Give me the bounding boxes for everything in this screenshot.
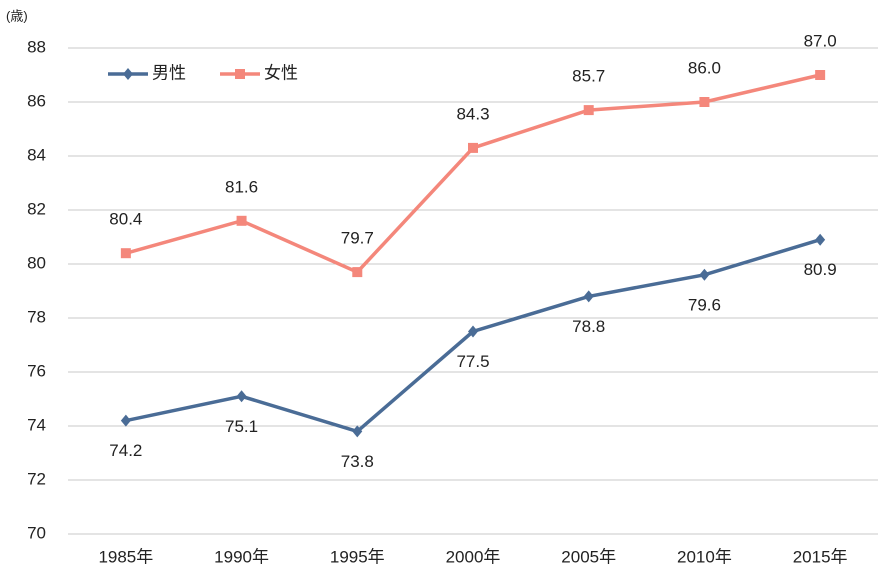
marker (815, 70, 826, 80)
legend-label: 男性 (152, 63, 186, 82)
marker (583, 105, 594, 116)
x-tick-label: 2015年 (793, 547, 848, 566)
x-tick-label: 1995年 (330, 547, 385, 566)
y-tick-label: 76 (27, 361, 46, 380)
y-tick-label: 72 (27, 469, 46, 488)
y-tick-label: 88 (27, 37, 46, 56)
data-label: 74.2 (109, 441, 142, 460)
marker (352, 425, 363, 438)
marker (236, 390, 247, 403)
marker (815, 233, 826, 246)
data-label: 75.1 (225, 417, 258, 436)
marker (699, 97, 710, 107)
data-label: 84.3 (456, 104, 489, 123)
x-tick-label: 1985年 (98, 547, 153, 566)
data-label: 78.8 (572, 317, 605, 336)
x-tick-label: 2000年 (446, 547, 501, 566)
y-tick-label: 82 (27, 199, 46, 218)
marker (123, 68, 133, 80)
marker (352, 267, 363, 278)
y-tick-label: 74 (27, 415, 46, 434)
y-tick-label: 86 (27, 91, 46, 110)
marker (468, 142, 478, 153)
marker (468, 325, 478, 338)
data-label: 77.5 (456, 352, 489, 371)
data-label: 85.7 (572, 67, 605, 86)
marker (120, 414, 131, 427)
marker (583, 290, 594, 303)
y-tick-label: 78 (27, 307, 46, 326)
marker (699, 268, 710, 281)
y-tick-label: 84 (27, 145, 46, 164)
legend-label: 女性 (264, 63, 298, 82)
x-tick-label: 2005年 (561, 547, 616, 566)
data-label: 87.0 (804, 31, 837, 50)
y-axis-label: (歳) (6, 8, 28, 23)
data-label: 73.8 (341, 452, 374, 471)
marker (120, 248, 131, 259)
data-label: 79.7 (341, 229, 374, 248)
marker (235, 69, 245, 79)
data-label: 80.4 (109, 210, 142, 229)
y-tick-label: 70 (27, 523, 46, 542)
marker (236, 215, 247, 226)
x-tick-label: 1990年 (214, 547, 269, 566)
data-label: 86.0 (688, 58, 721, 77)
x-tick-label: 2010年 (677, 547, 732, 566)
data-label: 80.9 (804, 260, 837, 279)
data-label: 81.6 (225, 177, 258, 196)
y-tick-label: 80 (27, 253, 46, 272)
data-label: 79.6 (688, 295, 721, 314)
